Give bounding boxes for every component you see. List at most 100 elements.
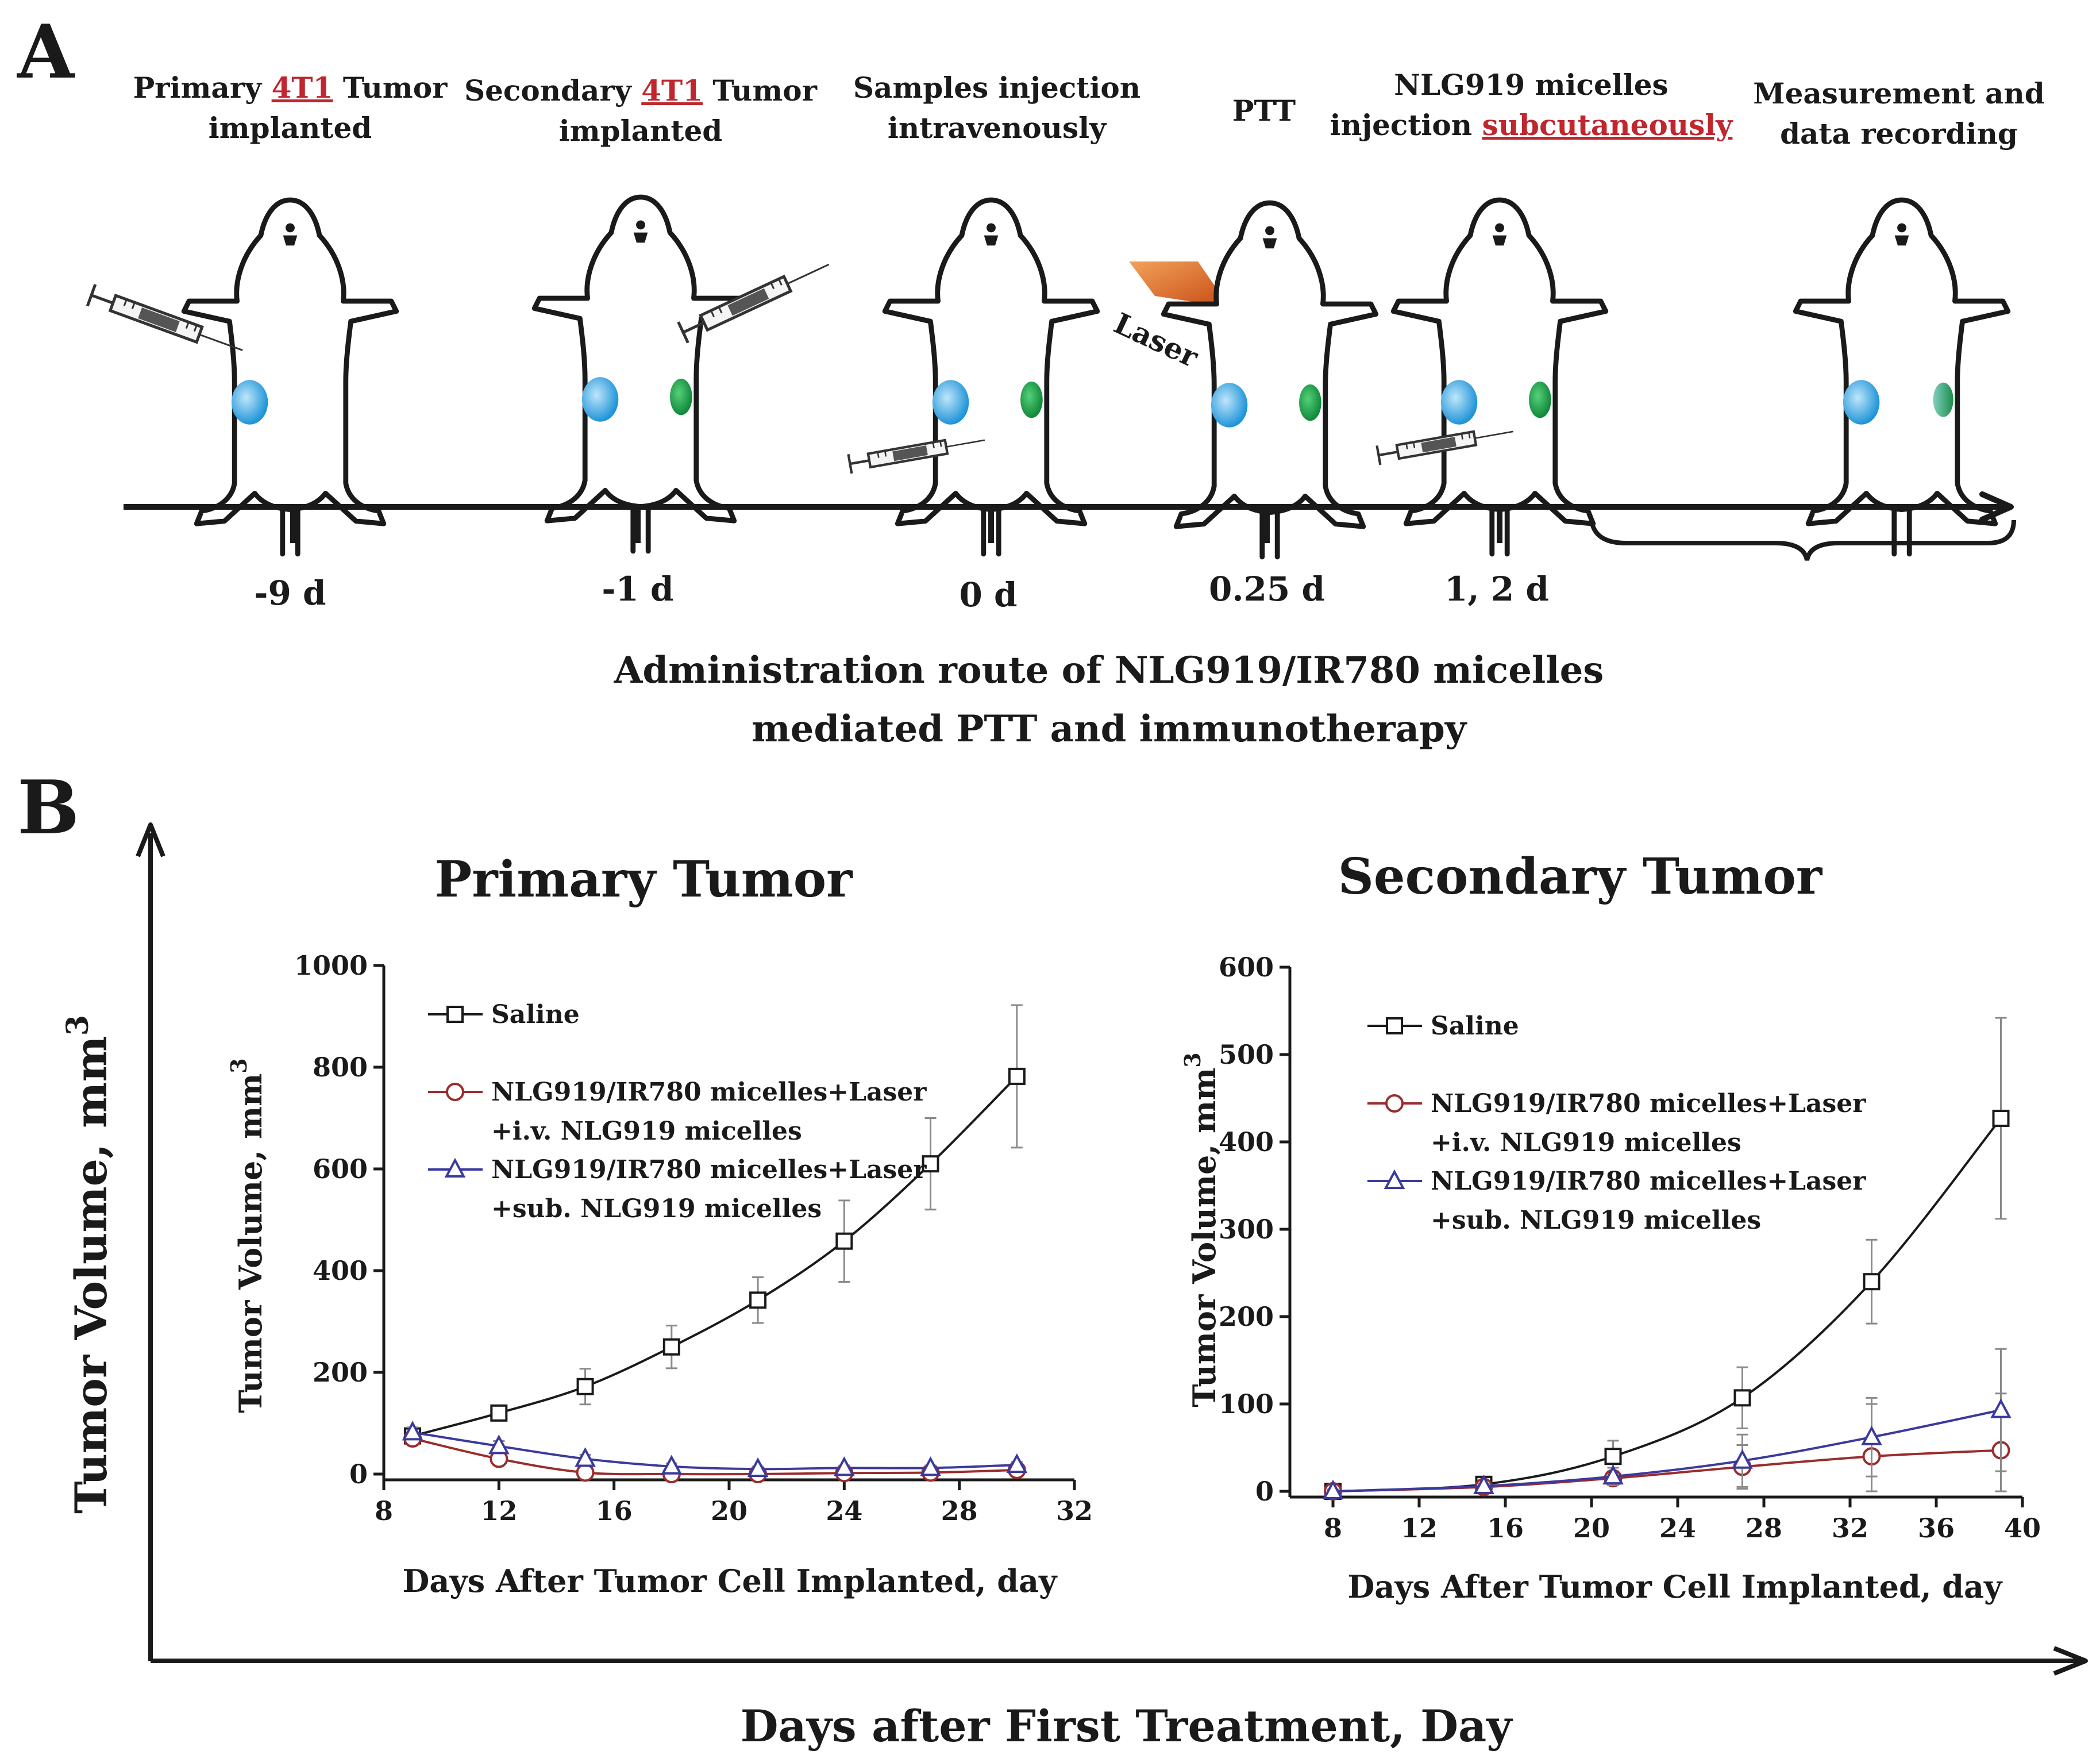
day-label-4: 0.25 d	[1209, 570, 1325, 609]
svg-text:intravenously: intravenously	[888, 111, 1107, 145]
legend-label: Saline	[491, 1000, 580, 1029]
legend-marker-saline	[446, 1006, 464, 1023]
y-tick-label: 200	[1219, 1301, 1274, 1332]
legend-marker-sub	[444, 1157, 466, 1178]
day-label-1: -9 d	[254, 574, 326, 613]
legend-marker-iv	[1385, 1094, 1404, 1113]
svg-text:Samples injection: Samples injection	[853, 71, 1140, 105]
x-tick-label: 20	[711, 1495, 747, 1526]
data-point-sub	[1473, 1474, 1494, 1494]
caption-line-1: Administration route of NLG919/IR780 mic…	[614, 649, 1604, 692]
chart-y-axis-label: Tumor Volume, mm3	[1180, 1052, 1223, 1407]
svg-text:Primary 4T1 Tumor: Primary 4T1 Tumor	[133, 71, 448, 105]
x-tick-label: 28	[1745, 1513, 1782, 1544]
svg-text:NLG919 micelles: NLG919 micelles	[1394, 68, 1668, 102]
step-5-label: NLG919 micelles injection subcutaneously	[1330, 68, 1734, 142]
x-tick-label: 20	[1573, 1513, 1610, 1544]
y-tick-label: 400	[313, 1255, 368, 1286]
legend-label-line2: +i.v. NLG919 micelles	[1431, 1128, 1741, 1157]
primary-tumor-chart: Primary Tumor Tumor Volume, mm3 Days Aft…	[226, 851, 1093, 1599]
x-tick-label: 16	[1487, 1513, 1524, 1544]
panel-b-letter: B	[17, 765, 79, 851]
step-1-label: Primary 4T1 Tumor implanted	[133, 71, 448, 145]
legend-label-line2: +sub. NLG919 micelles	[491, 1194, 822, 1224]
legend-marker-sub	[1384, 1169, 1405, 1189]
legend-marker-saline	[1386, 1017, 1403, 1034]
data-point-saline	[922, 1155, 939, 1173]
chart-x-axis-label: Days After Tumor Cell Implanted, day	[1348, 1568, 2003, 1605]
data-point-sub	[1861, 1425, 1882, 1445]
y-tick-label: 0	[1255, 1476, 1274, 1507]
y-tick-label: 600	[313, 1153, 368, 1184]
data-point-sub	[1006, 1453, 1028, 1474]
x-tick-label: 24	[1659, 1513, 1696, 1544]
secondary-tumor-chart: Secondary Tumor Tumor Volume, mm3 Days A…	[1180, 848, 2041, 1605]
data-point-sub	[1990, 1398, 2012, 1418]
data-point-sub	[833, 1456, 855, 1476]
chart-x-axis-label: Days After Tumor Cell Implanted, day	[403, 1563, 1058, 1599]
x-tick-label: 36	[1918, 1513, 1955, 1544]
caption-line-2: mediated PTT and immunotherapy	[752, 707, 1467, 751]
step-3-label: Samples injection intravenously	[853, 71, 1140, 145]
x-tick-label: 8	[375, 1495, 393, 1526]
x-tick-label: 16	[596, 1495, 633, 1526]
data-point-sub	[1322, 1479, 1344, 1499]
day-label-2: -1 d	[602, 570, 673, 609]
laser-beam-icon	[1129, 261, 1230, 307]
mouse-2-icon	[534, 197, 747, 551]
chart-title: Primary Tumor	[435, 851, 854, 909]
y-tick-label: 500	[1219, 1039, 1274, 1070]
data-point-sub	[1732, 1449, 1753, 1469]
legend-label: Saline	[1431, 1011, 1519, 1041]
x-tick-label: 32	[1832, 1513, 1868, 1544]
data-point-iv	[576, 1463, 595, 1482]
legend-label-line2: +i.v. NLG919 micelles	[491, 1117, 802, 1146]
chart-y-axis-label: Tumor Volume, mm3	[226, 1058, 269, 1413]
y-tick-label: 200	[313, 1357, 368, 1388]
data-point-sub	[920, 1456, 941, 1476]
legend-label: NLG919/IR780 micelles+Laser	[1431, 1089, 1866, 1118]
svg-text:implanted: implanted	[209, 111, 372, 145]
mouse-1-icon	[184, 200, 396, 554]
series-line-sub	[412, 1431, 1017, 1471]
svg-text:data recording: data recording	[1780, 117, 2018, 151]
y-tick-label: 100	[1219, 1388, 1274, 1419]
x-tick-label: 24	[826, 1495, 862, 1526]
data-point-sub	[575, 1447, 596, 1467]
x-tick-label: 40	[2004, 1513, 2041, 1544]
svg-text:Secondary 4T1 Tumor: Secondary 4T1 Tumor	[464, 74, 818, 107]
x-tick-label: 8	[1324, 1513, 1342, 1544]
measurement-brace	[1589, 520, 2016, 561]
timeline-axis	[124, 491, 2014, 543]
y-tick-label: 1000	[294, 950, 368, 981]
x-tick-label: 32	[1056, 1495, 1093, 1526]
step-2-label: Secondary 4T1 Tumor implanted	[464, 74, 818, 148]
data-point-saline	[576, 1378, 594, 1395]
mouse-5-icon	[1393, 200, 1606, 554]
day-label-5: 1, 2 d	[1444, 570, 1549, 609]
data-point-sub	[488, 1434, 510, 1455]
x-tick-label: 28	[941, 1495, 978, 1526]
mouse-3-icon	[885, 200, 1097, 554]
data-point-sub	[747, 1457, 769, 1478]
data-point-saline	[749, 1291, 767, 1309]
legend-label: NLG919/IR780 micelles+Laser	[491, 1155, 927, 1184]
day-label-3: 0 d	[959, 575, 1017, 614]
legend-label: NLG919/IR780 micelles+Laser	[1431, 1167, 1866, 1196]
svg-text:Measurement and: Measurement and	[1753, 76, 2045, 110]
y-tick-label: 400	[1219, 1126, 1274, 1157]
outer-y-axis-label: Tumor Volume, mm3	[60, 1015, 117, 1514]
series-line-sub	[1332, 1409, 2001, 1492]
chart-title: Secondary Tumor	[1338, 848, 1823, 906]
x-tick-label: 12	[480, 1495, 517, 1526]
legend-marker-iv	[446, 1083, 464, 1101]
data-point-saline	[835, 1232, 853, 1250]
y-tick-label: 800	[313, 1052, 368, 1083]
data-point-sub	[1602, 1464, 1624, 1485]
data-point-saline	[1604, 1448, 1622, 1465]
panel-a-letter: A	[17, 9, 75, 95]
step-6-label: Measurement and data recording	[1753, 76, 2045, 151]
svg-text:injection subcutaneously: injection subcutaneously	[1330, 108, 1734, 142]
data-point-saline	[1008, 1067, 1026, 1085]
data-point-sub	[661, 1455, 683, 1475]
